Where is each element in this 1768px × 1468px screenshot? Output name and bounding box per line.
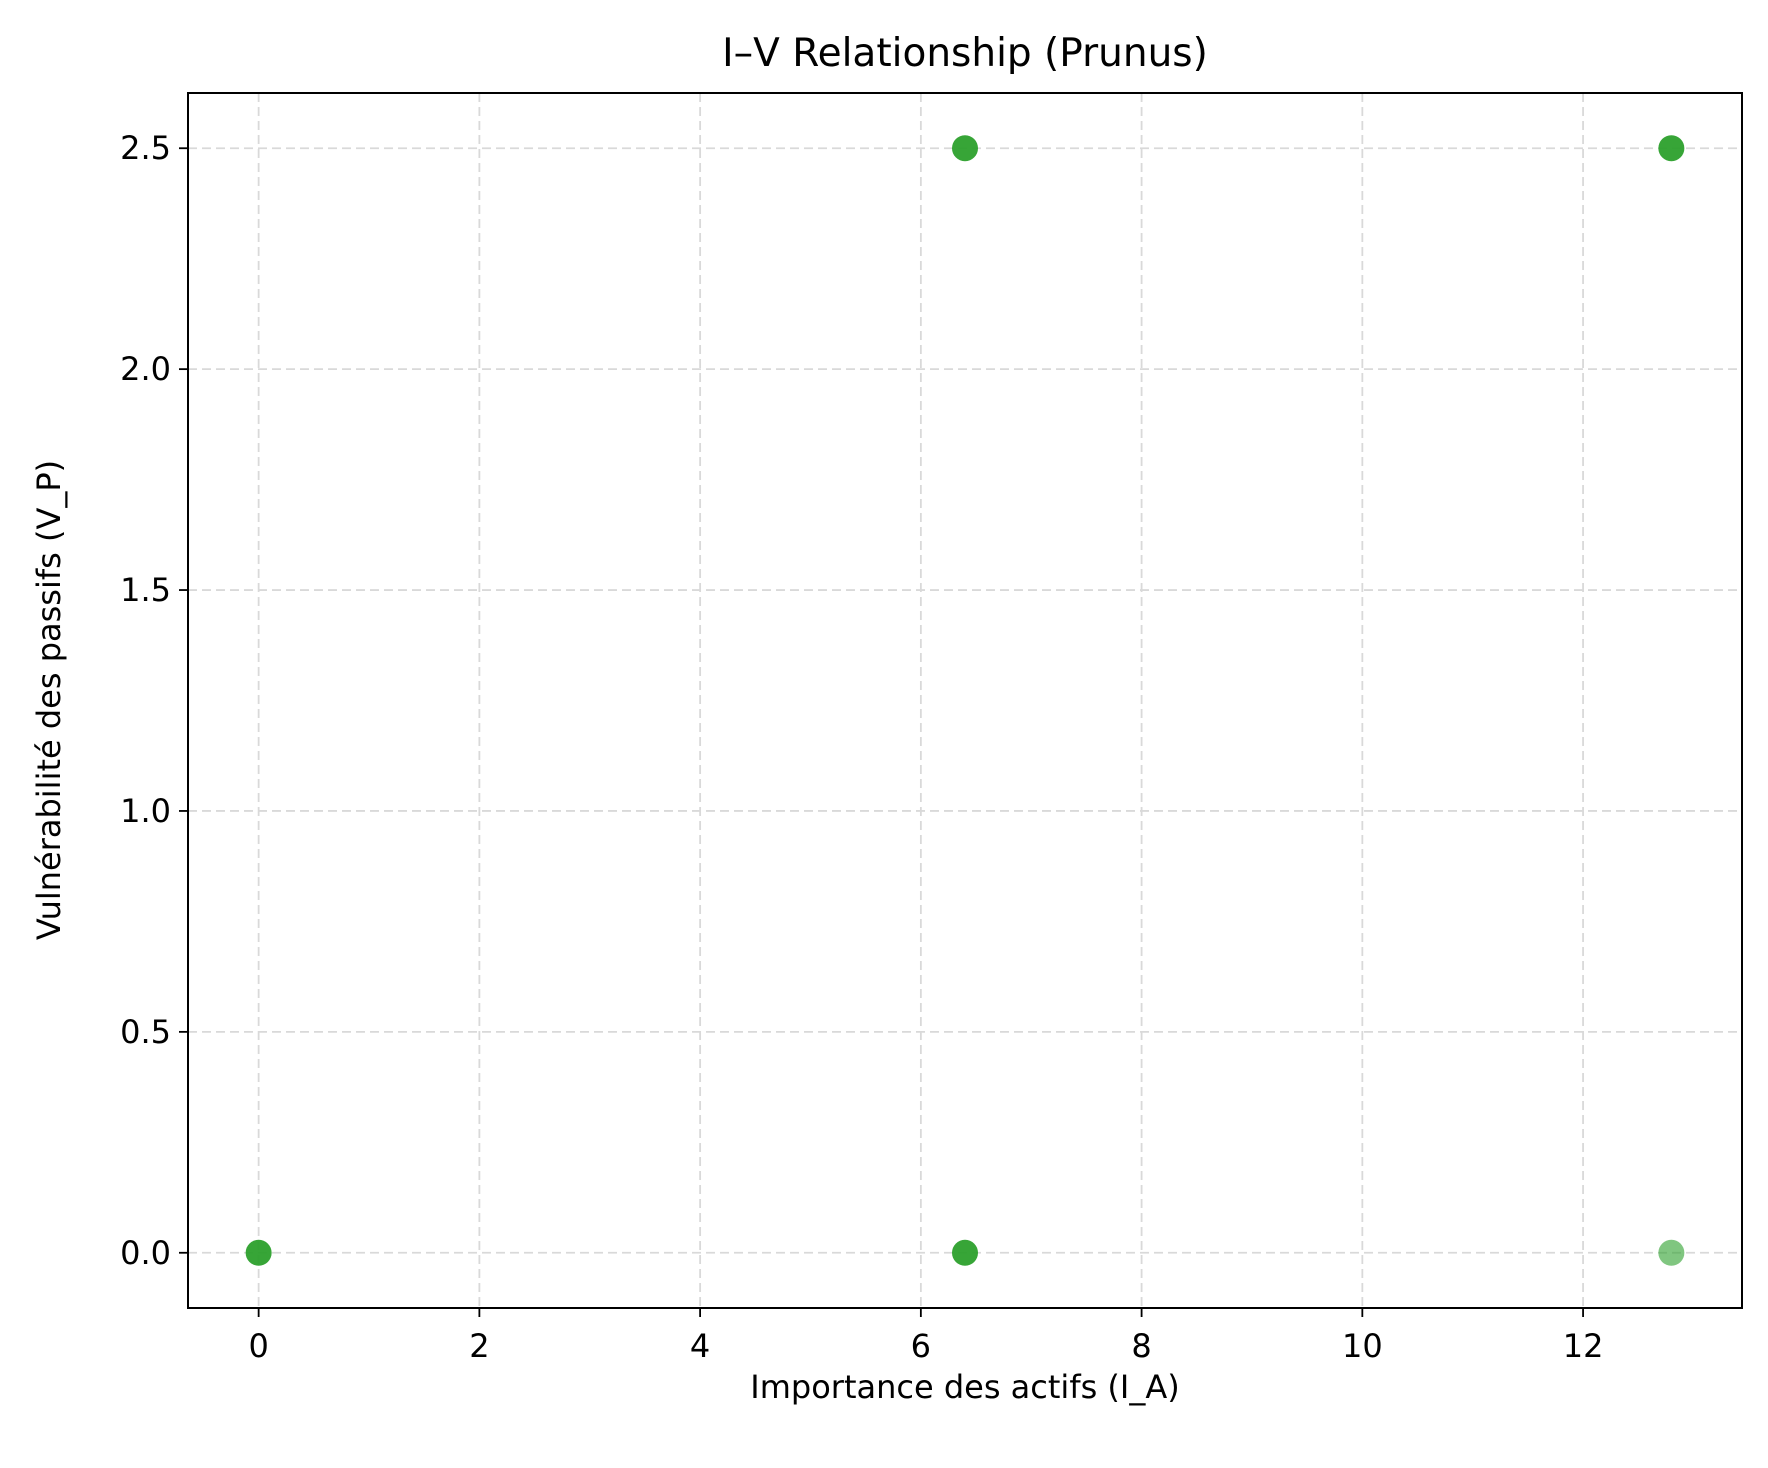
x-tick-label: 2 xyxy=(469,1327,489,1365)
y-axis-title: Vulnérabilité des passifs (V_P) xyxy=(30,460,68,940)
y-axis: 0.0 0.5 1.0 1.5 2.0 2.5 xyxy=(120,129,188,1272)
grid-layer xyxy=(188,93,1742,1308)
y-tick-label: 1.0 xyxy=(120,792,171,830)
y-tick-label: 2.5 xyxy=(120,129,171,167)
chart-title: I–V Relationship (Prunus) xyxy=(722,31,1208,76)
y-tick-label: 0.0 xyxy=(120,1234,171,1272)
y-tick-label: 2.0 xyxy=(120,350,171,388)
x-tick-label: 4 xyxy=(690,1327,710,1365)
data-point xyxy=(1658,135,1685,162)
x-tick-label: 8 xyxy=(1131,1327,1151,1365)
x-tick-label: 0 xyxy=(248,1327,268,1365)
data-point xyxy=(952,135,978,162)
data-point xyxy=(1658,1239,1685,1266)
y-tick-label: 1.5 xyxy=(120,571,171,609)
plot-area-frame xyxy=(187,92,1743,1309)
x-tick-label: 12 xyxy=(1563,1327,1604,1365)
y-tick-label: 0.5 xyxy=(120,1013,171,1051)
x-axis-title: Importance des actifs (I_A) xyxy=(750,1368,1179,1406)
data-point xyxy=(245,1239,272,1266)
data-point xyxy=(952,1239,978,1266)
data-points xyxy=(245,135,1685,1266)
x-tick-label: 6 xyxy=(911,1327,931,1365)
x-tick-label: 10 xyxy=(1342,1327,1383,1365)
x-axis: 0 2 4 6 8 10 12 xyxy=(248,1308,1603,1365)
